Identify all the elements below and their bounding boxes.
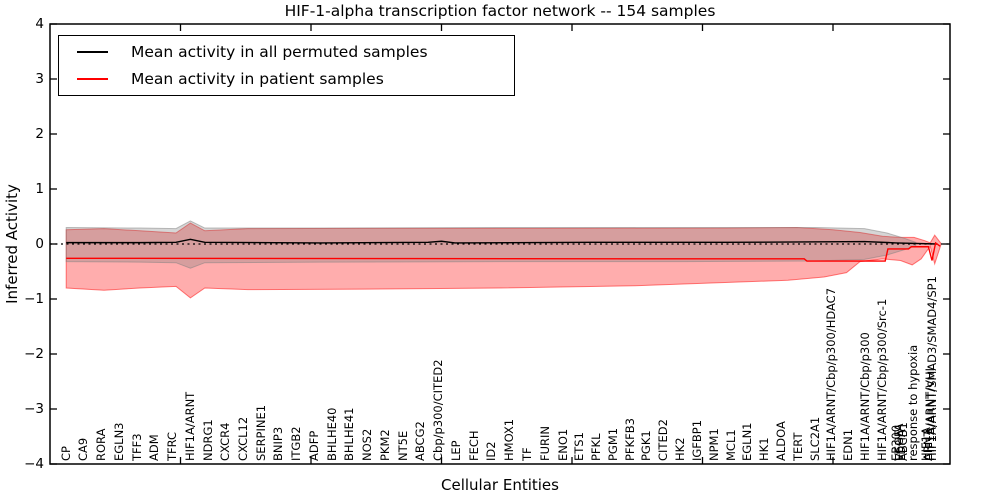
entity-label: HMOX1 [502, 418, 517, 461]
chart-title: HIF-1-alpha transcription factor network… [284, 2, 716, 20]
entity-label: RORA [93, 428, 108, 461]
entity-label: CXCR4 [218, 422, 233, 461]
entity-label: BHLHE41 [342, 407, 357, 462]
entity-label: CITED2 [656, 419, 671, 461]
entity-label: response to hypoxia [905, 344, 920, 461]
entity-label: NPM1 [706, 428, 721, 461]
entity-label: NDRG1 [200, 419, 215, 461]
entity-label: ADFP [307, 430, 321, 461]
entity-label: PKM2 [378, 429, 393, 461]
legend-label-permuted: Mean activity in all permuted samples [131, 43, 428, 62]
y-tick-label: 4 [35, 16, 44, 32]
entity-label: NOS2 [360, 428, 375, 461]
entity-label: ENO1 [555, 428, 570, 461]
entity-label: EGLN1 [740, 422, 755, 461]
entity-label: BNIP3 [271, 426, 286, 461]
legend-line-patient-icon [77, 77, 108, 80]
y-tick-label: 2 [35, 126, 44, 142]
y-tick-label: 1 [35, 181, 44, 197]
entity-label: PGK1 [639, 430, 654, 461]
entity-label: LEP [449, 440, 464, 461]
legend-line-permuted-icon [77, 51, 108, 54]
entity-label: PGM1 [605, 427, 620, 461]
entity-label: CXCL12 [236, 416, 250, 461]
entity-label: PFKL [589, 433, 604, 462]
entity-label: PFKFB3 [622, 418, 637, 461]
y-tick-label: −3 [24, 401, 44, 417]
entity-label: SLC2A1 [807, 416, 822, 461]
entity-label: CA9 [76, 437, 91, 461]
entity-label: IGFBP1 [689, 419, 704, 461]
entity-label: CP [58, 446, 73, 461]
entity-label: BHLHE40 [324, 407, 339, 462]
legend-entry-permuted: Mean activity in all permuted samples [59, 43, 514, 61]
y-tick-label: 3 [35, 71, 44, 87]
y-tick-label: −4 [24, 456, 44, 472]
entity-label: HIF1A/ARNT/Cbp/p300/Src-1 [874, 298, 889, 461]
patient-mean-line [66, 241, 941, 262]
entity-label: ABCG2 [413, 421, 428, 461]
entity-label: ETS1 [572, 432, 587, 461]
legend-label-patient: Mean activity in patient samples [131, 69, 384, 88]
entity-label: ITGB2 [289, 426, 304, 461]
entity-label: SERPINE1 [253, 404, 268, 461]
entity-label: NT5E [395, 430, 410, 461]
legend-box: Mean activity in all permuted samples Me… [58, 35, 515, 96]
entity-label: TFF3 [129, 433, 144, 461]
entity-label: TFRC [164, 431, 179, 461]
entity-label: HIF1A/ARNT/Cbp/p300/HDAC7 [824, 287, 839, 461]
entity-label: ID2 [484, 441, 499, 461]
x-axis-label: Cellular Entities [441, 476, 559, 494]
entity-label: HIF1A/ARNT [182, 391, 197, 461]
entity-label: TERT [790, 432, 805, 461]
entity-label-overlapped: HIF1A/ARNT/SMAD3/SMAD4/SP1 [924, 276, 939, 461]
entity-label: FECH [466, 430, 481, 461]
entity-label: HIF1A/ARNT/Cbp/p300 [857, 332, 872, 461]
y-tick-label: 0 [35, 236, 44, 252]
legend-entry-patient: Mean activity in patient samples [59, 70, 514, 88]
entity-label: EDN1 [841, 428, 856, 461]
entity-label: ADM [147, 434, 162, 461]
entity-label: HK1 [757, 437, 772, 461]
y-tick-label: −1 [24, 291, 44, 307]
entity-label: Cbp/p300/CITED2 [431, 359, 446, 461]
permuted-mean-line [66, 238, 937, 245]
entity-label: HK2 [673, 437, 688, 461]
entity-label: TF [520, 447, 535, 461]
y-tick-label: −2 [24, 346, 44, 362]
entity-label: ALDOA [773, 421, 788, 461]
entity-label: EGLN3 [111, 422, 126, 461]
entity-label: FURIN [537, 425, 552, 461]
entity-label: MCL1 [723, 429, 738, 461]
